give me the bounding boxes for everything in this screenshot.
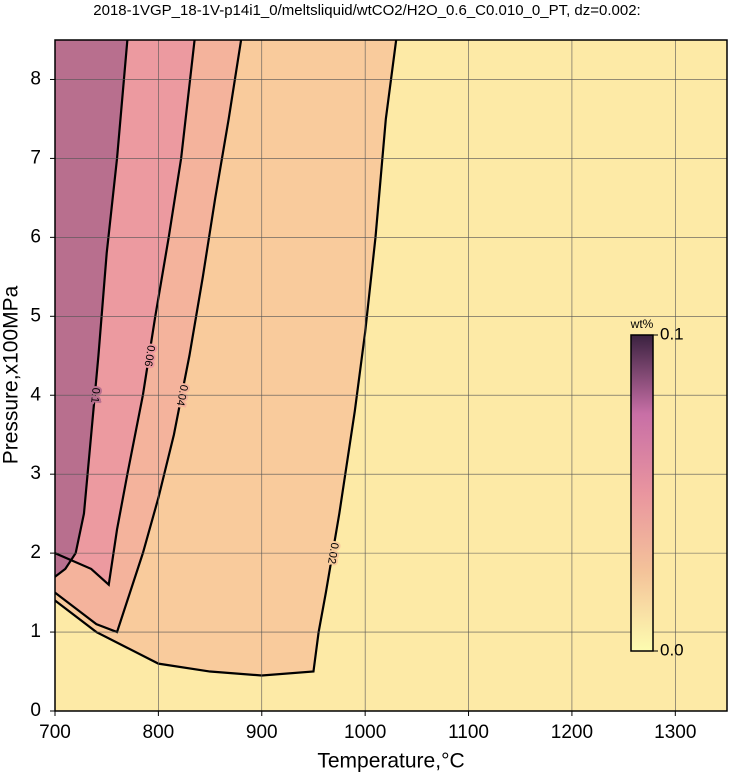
y-tick-label: 6: [30, 226, 41, 247]
y-tick-label: 8: [30, 68, 41, 89]
y-tick-label: 4: [30, 384, 41, 405]
contour-fill: [55, 40, 128, 577]
y-tick-label: 7: [30, 147, 41, 168]
y-axis-label: Pressure,x100MPa: [0, 285, 23, 464]
colorbar: [630, 334, 654, 652]
colorbar-tick-label: 0.1: [660, 324, 684, 343]
x-tick-label: 900: [246, 722, 278, 743]
colorbar-label: wt%: [630, 317, 654, 331]
chart-title: 2018-1VGP_18-1V-p14i1_0/meltsliquid/wtCO…: [93, 2, 640, 19]
contour-layer: 0.020.040.060.1: [55, 40, 398, 677]
contour-label: 0.06: [142, 344, 157, 367]
contour-line: [55, 40, 129, 578]
contour-line: [55, 40, 196, 587]
x-tick-label: 1100: [448, 722, 489, 743]
x-tick-label: 1300: [654, 722, 696, 743]
x-tick-label: 1000: [344, 722, 386, 743]
x-tick-label: 800: [143, 722, 175, 743]
x-tick-label: 1200: [551, 722, 593, 743]
y-tick-label: 1: [30, 621, 41, 642]
x-tick-label: 700: [39, 722, 71, 743]
y-tick-label: 3: [30, 463, 41, 484]
x-axis-label: Temperature,°C: [317, 750, 464, 773]
plot-frame: [54, 39, 728, 712]
y-tick-label: 2: [30, 542, 41, 563]
colorbar-tick-label: 0.0: [660, 640, 684, 659]
y-tick-label: 0: [30, 700, 41, 721]
y-tick-label: 5: [30, 305, 41, 326]
